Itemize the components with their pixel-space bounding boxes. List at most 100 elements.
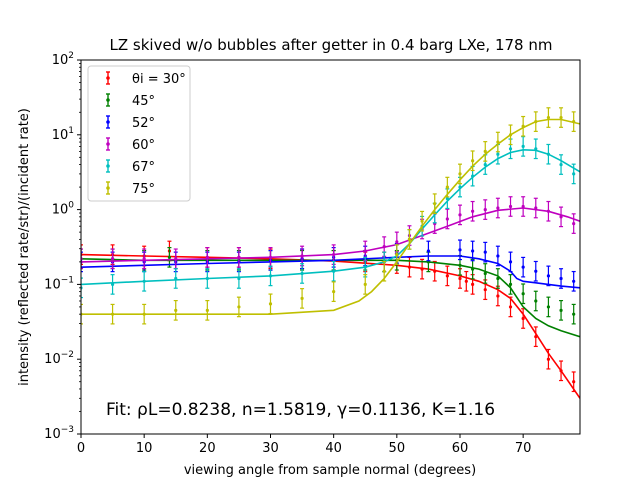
data-point: [445, 185, 449, 189]
data-point: [508, 282, 513, 286]
series-2-fit: [81, 255, 580, 289]
y-tick-label: 102: [52, 51, 74, 68]
y-axis-label: intensity (reflected rate/str)/(incident…: [17, 108, 32, 386]
data-point: [458, 276, 462, 281]
legend-label: 52°: [132, 116, 155, 131]
data-point: [559, 369, 563, 373]
y-tick-label: 10−1: [44, 275, 74, 292]
data-point: [508, 133, 513, 137]
data-point: [572, 380, 576, 384]
data-point: [407, 237, 412, 241]
y-tick-label: 101: [52, 126, 74, 143]
data-point: [458, 263, 462, 267]
data-point: [458, 213, 462, 217]
fit-line-2: [81, 255, 580, 289]
data-point: [205, 255, 209, 259]
data-point: [483, 288, 487, 292]
data-point: [332, 290, 336, 294]
data-point: [508, 305, 513, 309]
series-5-points: [81, 107, 576, 325]
data-point: [110, 257, 115, 261]
data-point: [483, 149, 487, 153]
data-point: [300, 296, 304, 300]
data-point: [471, 282, 475, 286]
data-point: [572, 172, 576, 176]
data-point: [521, 204, 525, 209]
data-point: [363, 249, 367, 253]
x-tick-label: 20: [199, 441, 216, 456]
data-point: [110, 312, 115, 316]
data-point: [300, 271, 304, 276]
data-point: [534, 299, 538, 303]
data-point: [508, 204, 513, 209]
data-point: [268, 302, 273, 306]
data-point: [471, 267, 475, 271]
x-tick-label: 70: [515, 441, 532, 456]
data-point: [559, 215, 563, 219]
data-point: [142, 257, 146, 261]
data-point: [420, 267, 424, 271]
data-point: [496, 294, 500, 298]
data-point: [445, 217, 449, 221]
data-point: [395, 240, 399, 244]
x-tick-label: 30: [262, 441, 279, 456]
data-point: [471, 249, 475, 253]
x-axis-label: viewing angle from sample normal (degree…: [184, 463, 476, 478]
data-point: [508, 147, 513, 151]
data-point: [174, 257, 178, 261]
data-point: [363, 282, 367, 286]
data-point: [395, 253, 399, 257]
legend-marker-dot: [106, 164, 110, 168]
data-point: [534, 335, 538, 339]
data-point: [508, 260, 513, 264]
legend-marker-dot: [106, 120, 110, 124]
data-point: [332, 253, 336, 257]
data-point: [445, 274, 449, 278]
data-point: [174, 308, 178, 312]
data-point: [521, 265, 525, 269]
x-tick-label: 60: [452, 441, 469, 456]
data-point: [458, 185, 462, 189]
x-tick-label: 0: [77, 441, 85, 456]
plot-frame: [80, 59, 581, 435]
legend: θi = 30° 45° 52° 60° 67° 75°: [87, 65, 191, 202]
data-point: [420, 219, 424, 223]
data-point: [559, 308, 563, 312]
data-point: [167, 255, 172, 259]
data-point: [559, 162, 563, 167]
data-point: [110, 282, 115, 286]
data-point: [268, 255, 273, 259]
data-point: [142, 279, 146, 283]
data-point: [496, 206, 500, 210]
data-point: [458, 172, 462, 176]
legend-label: 75°: [132, 182, 155, 197]
data-point: [546, 305, 551, 309]
x-tick-label: 10: [136, 441, 153, 456]
data-point: [433, 269, 437, 273]
fit-annotation: Fit: ρL=0.8238, n=1.5819, γ=0.1136, K=1.…: [106, 400, 495, 420]
data-point: [332, 269, 336, 273]
data-point: [471, 174, 475, 178]
data-point: [534, 206, 538, 210]
data-point: [300, 254, 304, 258]
data-point: [483, 250, 487, 254]
data-point: [268, 274, 273, 278]
data-point: [407, 265, 412, 269]
data-point: [458, 248, 462, 252]
data-point: [382, 269, 386, 273]
data-point: [546, 209, 551, 213]
y-tick-label: 100: [52, 201, 75, 218]
legend-marker-dot: [106, 186, 110, 190]
data-point: [483, 162, 487, 167]
data-point: [546, 115, 551, 120]
data-point: [546, 274, 551, 278]
data-point: [142, 312, 146, 316]
data-point: [205, 276, 209, 281]
chart-title: LZ skived w/o bubbles after getter in 0.…: [110, 36, 553, 54]
y-tick-label: 10−3: [44, 425, 74, 442]
legend-marker-dot: [106, 76, 110, 80]
data-point: [546, 357, 551, 361]
data-point: [572, 312, 576, 316]
data-point: [483, 208, 487, 212]
